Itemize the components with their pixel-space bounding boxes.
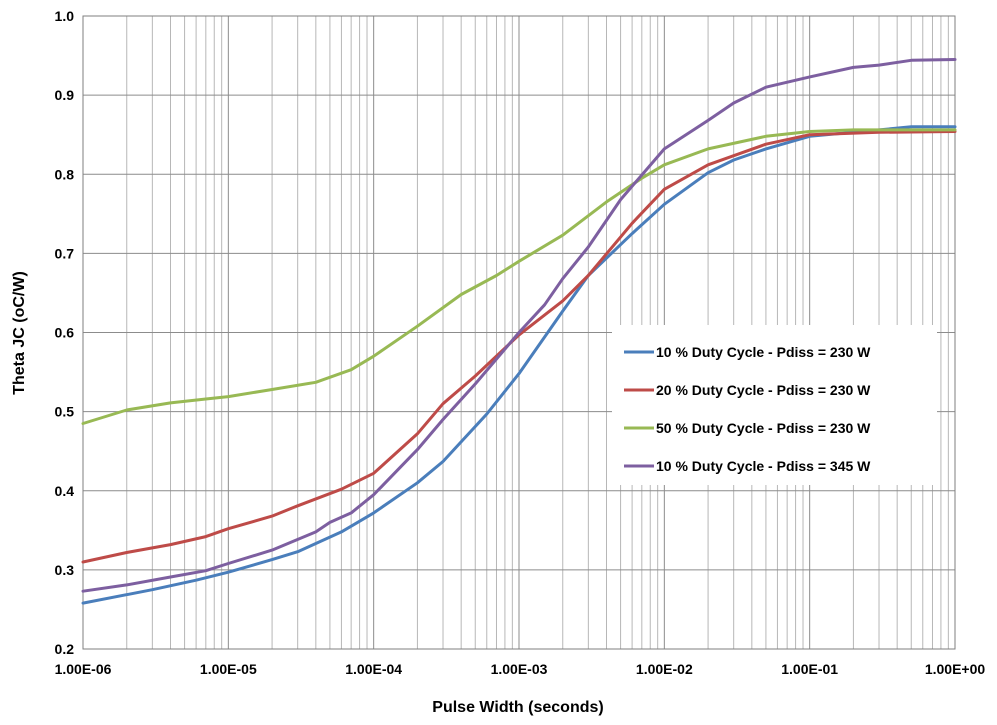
legend-box [612, 325, 937, 485]
legend-label-1: 10 % Duty Cycle - Pdiss = 230 W [656, 344, 871, 360]
y-tick-label: 0.9 [55, 87, 75, 103]
legend-label-4: 10 % Duty Cycle - Pdiss = 345 W [656, 458, 871, 474]
y-tick-label: 0.2 [55, 641, 75, 657]
grid-lines [82, 15, 955, 650]
x-axis-tick-labels: 1.00E-06 1.00E-05 1.00E-04 1.00E-03 1.00E-02… [55, 661, 986, 677]
legend-label-2: 20 % Duty Cycle - Pdiss = 230 W [656, 382, 871, 398]
series-line-1 [81, 125, 957, 605]
series-layer [81, 58, 957, 605]
series-line-4 [81, 58, 957, 593]
y-tick-label: 1.0 [55, 8, 75, 24]
y-tick-label: 0.6 [55, 325, 75, 341]
x-tick-label: 1.00E-05 [200, 661, 257, 677]
y-tick-label: 0.5 [55, 404, 75, 420]
y-tick-label: 0.4 [55, 483, 75, 499]
legend-label-3: 50 % Duty Cycle - Pdiss = 230 W [656, 420, 871, 436]
plot-area-border [82, 15, 956, 650]
x-tick-label: 1.00E-03 [491, 661, 548, 677]
y-tick-label: 0.7 [55, 245, 75, 261]
x-tick-label: 1.00E-01 [781, 661, 838, 677]
y-tick-label: 0.3 [55, 562, 75, 578]
series-line-2 [81, 130, 957, 564]
y-axis-tick-labels: 0.2 0.3 0.4 0.5 0.6 0.7 0.8 0.9 1.0 [55, 8, 75, 657]
y-tick-label: 0.8 [55, 166, 75, 182]
x-tick-label: 1.00E-04 [345, 661, 402, 677]
series-line-3 [81, 128, 957, 425]
legend: 10 % Duty Cycle - Pdiss = 230 W 20 % Duty… [612, 325, 937, 485]
y-axis-title: Theta JC (oC/W) [11, 271, 28, 395]
x-tick-label: 1.00E-02 [636, 661, 693, 677]
x-tick-label: 1.00E-06 [55, 661, 112, 677]
x-axis-title: Pulse Width (seconds) [432, 699, 603, 716]
x-tick-label: 1.00E+00 [925, 661, 986, 677]
